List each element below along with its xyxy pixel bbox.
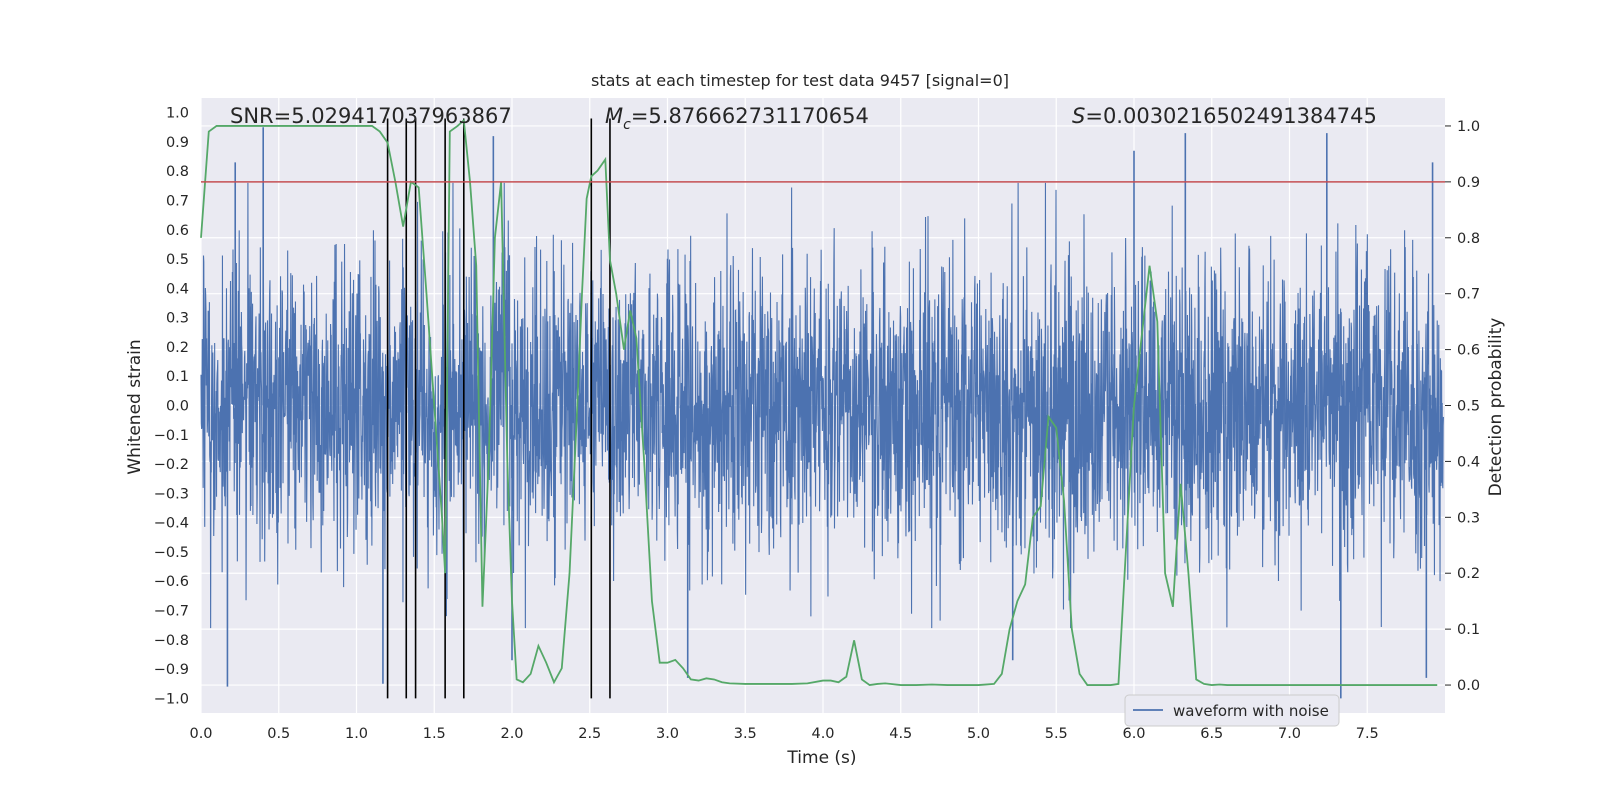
right-tick-label: 0.5 <box>1457 399 1480 415</box>
x-tick-label: 3.0 <box>656 726 679 742</box>
left-tick-label: −0.9 <box>154 662 189 678</box>
right-tick-label: 1.0 <box>1457 119 1480 135</box>
event-lines <box>386 118 611 699</box>
x-tick-label: 6.0 <box>1122 726 1145 742</box>
right-axis-label: Detection probability <box>1486 318 1506 497</box>
s-annotation: S=0.0030216502491384745 <box>1072 104 1377 128</box>
left-tick-label: −0.1 <box>154 428 189 444</box>
s-symbol: S <box>1072 104 1085 128</box>
snr-annotation: SNR=5.029417037963867 <box>230 104 512 128</box>
probability-series <box>200 118 1438 686</box>
x-tick-label: 5.5 <box>1045 726 1068 742</box>
x-tick-label: 0.0 <box>189 726 212 742</box>
left-tick-label: −0.6 <box>154 574 189 590</box>
x-tick-label: 2.0 <box>500 726 523 742</box>
right-tick-labels: 1.0 0.9 0.8 0.7 0.6 0.5 0.4 0.3 0.2 0.1 0.0 <box>1445 119 1480 694</box>
left-tick-label: 0.8 <box>166 164 189 180</box>
x-axis-label: Time (s) <box>786 748 856 768</box>
noise-line <box>200 182 1444 629</box>
x-tick-label: 4.0 <box>811 726 834 742</box>
right-tick-label: 0.6 <box>1457 343 1480 359</box>
x-tick-label: 1.0 <box>345 726 368 742</box>
left-tick-label: −0.5 <box>154 545 189 561</box>
right-tick-label: 0.2 <box>1457 566 1480 582</box>
left-tick-label: −1.0 <box>154 691 189 707</box>
left-tick-label: 0.3 <box>166 311 189 327</box>
mc-value: =5.876662731170654 <box>631 104 869 128</box>
chart-title: stats at each timestep for test data 945… <box>591 71 1009 90</box>
left-tick-labels: 1.0 0.9 0.8 0.7 0.6 0.5 0.4 0.3 0.2 0.1 0.0 −0.1 −0.… <box>154 106 189 708</box>
right-tick-label: 0.1 <box>1457 622 1480 638</box>
x-tick-label: 1.5 <box>423 726 446 742</box>
mc-annotation: Mc=5.876662731170654 <box>605 104 869 133</box>
left-tick-label: 1.0 <box>166 106 189 122</box>
right-tick-label: 0.9 <box>1457 175 1480 191</box>
left-tick-label: 0.5 <box>166 252 189 268</box>
legend: waveform with noise <box>1124 694 1340 727</box>
x-tick-label: 5.0 <box>967 726 990 742</box>
left-tick-label: 0.2 <box>166 340 189 356</box>
right-tick-label: 0.8 <box>1457 231 1480 247</box>
right-tick-label: 0.3 <box>1457 510 1480 526</box>
x-tick-label: 7.0 <box>1278 726 1301 742</box>
mc-symbol: M <box>605 104 623 128</box>
mc-subscript: c <box>623 117 631 133</box>
probability-line <box>200 118 1438 686</box>
left-tick-label: 0.7 <box>166 194 189 210</box>
left-tick-label: 0.0 <box>166 399 189 415</box>
x-tick-label: 3.5 <box>734 726 757 742</box>
left-tick-label: −0.3 <box>154 486 189 502</box>
x-tick-label: 6.5 <box>1200 726 1223 742</box>
left-tick-label: 0.1 <box>166 369 189 385</box>
x-tick-label: 2.5 <box>578 726 601 742</box>
left-tick-label: −0.7 <box>154 604 189 620</box>
right-tick-label: 0.0 <box>1457 678 1480 694</box>
left-axis-label: Whitened strain <box>125 339 145 474</box>
x-tick-label: 7.5 <box>1356 726 1379 742</box>
s-value: =0.0030216502491384745 <box>1085 104 1377 128</box>
x-tick-labels: 0.0 0.5 1.0 1.5 2.0 2.5 3.0 3.5 4.0 4.5 5.0 5.5 6.0 6… <box>189 726 1378 742</box>
legend-label: waveform with noise <box>1173 702 1329 720</box>
x-tick-label: 0.5 <box>267 726 290 742</box>
left-tick-label: −0.2 <box>154 457 189 473</box>
legend-box <box>1124 694 1340 727</box>
left-tick-label: −0.4 <box>154 516 189 532</box>
right-tick-label: 0.7 <box>1457 287 1480 303</box>
x-tick-label: 4.5 <box>889 726 912 742</box>
left-tick-label: 0.6 <box>166 223 189 239</box>
left-tick-label: −0.8 <box>154 633 189 649</box>
right-tick-label: 0.4 <box>1457 454 1480 470</box>
left-tick-label: 0.4 <box>166 281 189 297</box>
left-tick-label: 0.9 <box>166 135 189 151</box>
